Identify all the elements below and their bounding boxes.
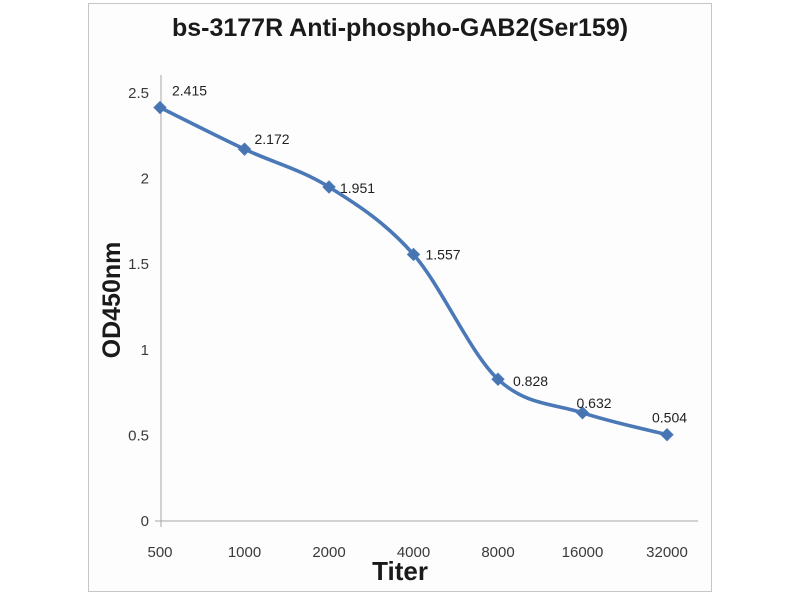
x-tick-label: 32000 (646, 544, 688, 561)
x-tick-label: 2000 (312, 544, 345, 561)
y-tick-label: 1 (141, 342, 149, 359)
x-tick-label: 1000 (228, 544, 261, 561)
data-point-label: 0.828 (513, 373, 548, 389)
plot-area: 0 0.5 1 1.5 2 2.5 500 1000 2000 4000 8000 16000 3200… (128, 75, 698, 561)
y-axis-title: OD450nm (98, 241, 126, 359)
chart-image-frame: bs-3177R Anti-phospho-GAB2(Ser159) 0 0.5 1… (88, 3, 712, 592)
data-point-marker (491, 372, 505, 386)
series-line (158, 105, 669, 437)
y-tick-label: 2 (141, 171, 149, 188)
x-tick-label: 500 (147, 544, 172, 561)
data-point-marker (575, 406, 590, 420)
data-point-label: 0.632 (577, 395, 612, 411)
data-point-marker (660, 428, 674, 442)
data-point-label: 0.504 (652, 410, 687, 426)
data-point-marker (406, 247, 421, 262)
y-tick-label: 0 (141, 513, 149, 530)
data-point-marker (322, 180, 336, 194)
data-point-marker (237, 142, 252, 156)
data-point-label: 2.172 (255, 131, 290, 147)
x-axis-title: Titer (372, 556, 428, 586)
y-tick-label: 2.5 (128, 85, 149, 102)
x-tick-label: 8000 (481, 544, 514, 561)
x-tick-label: 4000 (397, 544, 430, 561)
data-point-label: 1.557 (426, 246, 461, 262)
data-point-label: 2.415 (172, 83, 207, 99)
chart-title: bs-3177R Anti-phospho-GAB2(Ser159) (171, 14, 629, 42)
y-tick-label: 1.5 (128, 256, 149, 273)
data-point-label: 1.951 (340, 180, 375, 196)
x-tick-label: 16000 (562, 544, 604, 561)
y-tick-label: 0.5 (128, 427, 149, 444)
data-point-marker (153, 100, 167, 115)
